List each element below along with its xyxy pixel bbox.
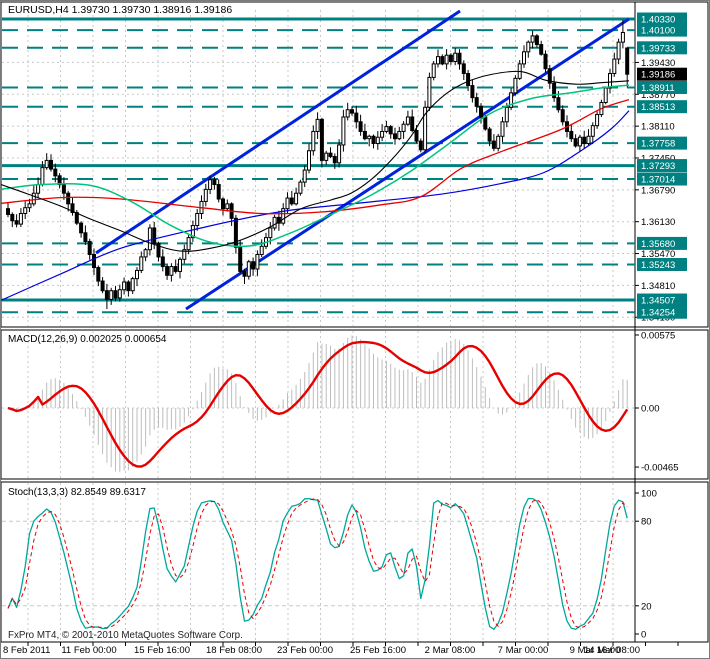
stoch-scale-label: 100 [641,489,657,500]
macd-signal-line [7,340,629,468]
price-level-label: 1.35243 [641,260,675,271]
price-level-label: 1.38911 [641,83,675,94]
price-level-label: 1.37758 [641,139,675,150]
price-level-label: 1.37014 [641,175,675,186]
price-level-label: 1.39733 [641,43,675,54]
price-grid-label: 1.38110 [641,122,675,133]
price-level-label: 1.34507 [641,296,675,307]
moving-average-green[interactable] [1,84,630,248]
stoch-signal-line [7,498,628,629]
moving-average-blue[interactable] [1,110,630,301]
macd-scale-label: -0.00465 [641,463,679,474]
date-label: 7 Mar 00:00 [498,645,549,656]
price-grid-label: 1.36790 [641,185,675,196]
price-grid-label: 1.38770 [641,90,675,101]
date-label: 8 Feb 2011 [3,645,50,656]
price-grid-label: 1.39430 [641,58,675,69]
current-price-label: 1.39186 [641,70,675,81]
macd-label: MACD(12,26,9) 0.002025 0.000654 [8,334,167,345]
moving-average-red[interactable] [1,98,630,215]
stoch-scale-label: 0 [641,630,646,641]
date-label: 15 Feb 16:00 [134,645,190,656]
macd-scale-label: 0.00 [641,404,660,415]
price-level-label: 1.34254 [641,308,675,319]
date-label: 11 Feb 00:00 [61,645,116,656]
price-level-label: 1.37293 [641,161,675,172]
price-level-label: 1.40330 [641,15,675,26]
date-label: 23 Feb 00:00 [277,645,333,656]
stoch-panel[interactable] [1,481,709,643]
stoch-scale-label: 20 [641,601,652,612]
stoch-scale-label: 80 [641,517,652,528]
time-axis: 8 Feb 2011 11 Feb 00:00 15 Feb 16:00 18 Feb… [3,642,679,656]
price-grid-label: 1.34810 [641,281,675,292]
price-grid-label: 1.35470 [641,249,675,260]
macd-panel[interactable] [1,329,709,480]
date-label: 25 Feb 16:00 [350,645,406,656]
chart-title: EURUSD,H4 1.39730 1.39730 1.38916 1.3918… [8,4,232,16]
price-level-label: 1.38513 [641,102,675,113]
price-grid-label: 1.37450 [641,153,675,164]
moving-average-black[interactable] [1,70,630,252]
price-grid-label: 1.36130 [641,217,675,228]
trend-channel-lines[interactable] [95,9,630,311]
price-level-label: 1.35680 [641,239,675,250]
candlestick-series[interactable] [6,19,630,310]
price-level-label: 1.40100 [641,26,675,37]
date-label: 14 Mar 08:00 [584,645,640,656]
vertical-gridlines [27,10,614,641]
copyright-text: FxPro MT4, © 2001-2010 MetaQuotes Softwa… [8,630,243,641]
macd-scale-label: 0.00575 [641,330,675,341]
date-label: 18 Feb 08:00 [206,645,262,656]
stoch-label: Stoch(13,3,3) 82.8549 89.6317 [8,487,146,498]
date-label: 9 Mar 16:00 [570,645,621,656]
date-label: 2 Mar 08:00 [425,645,476,656]
price-axis: 1.39430 1.38770 1.38110 1.37450 1.36790 1.361… [635,12,687,324]
